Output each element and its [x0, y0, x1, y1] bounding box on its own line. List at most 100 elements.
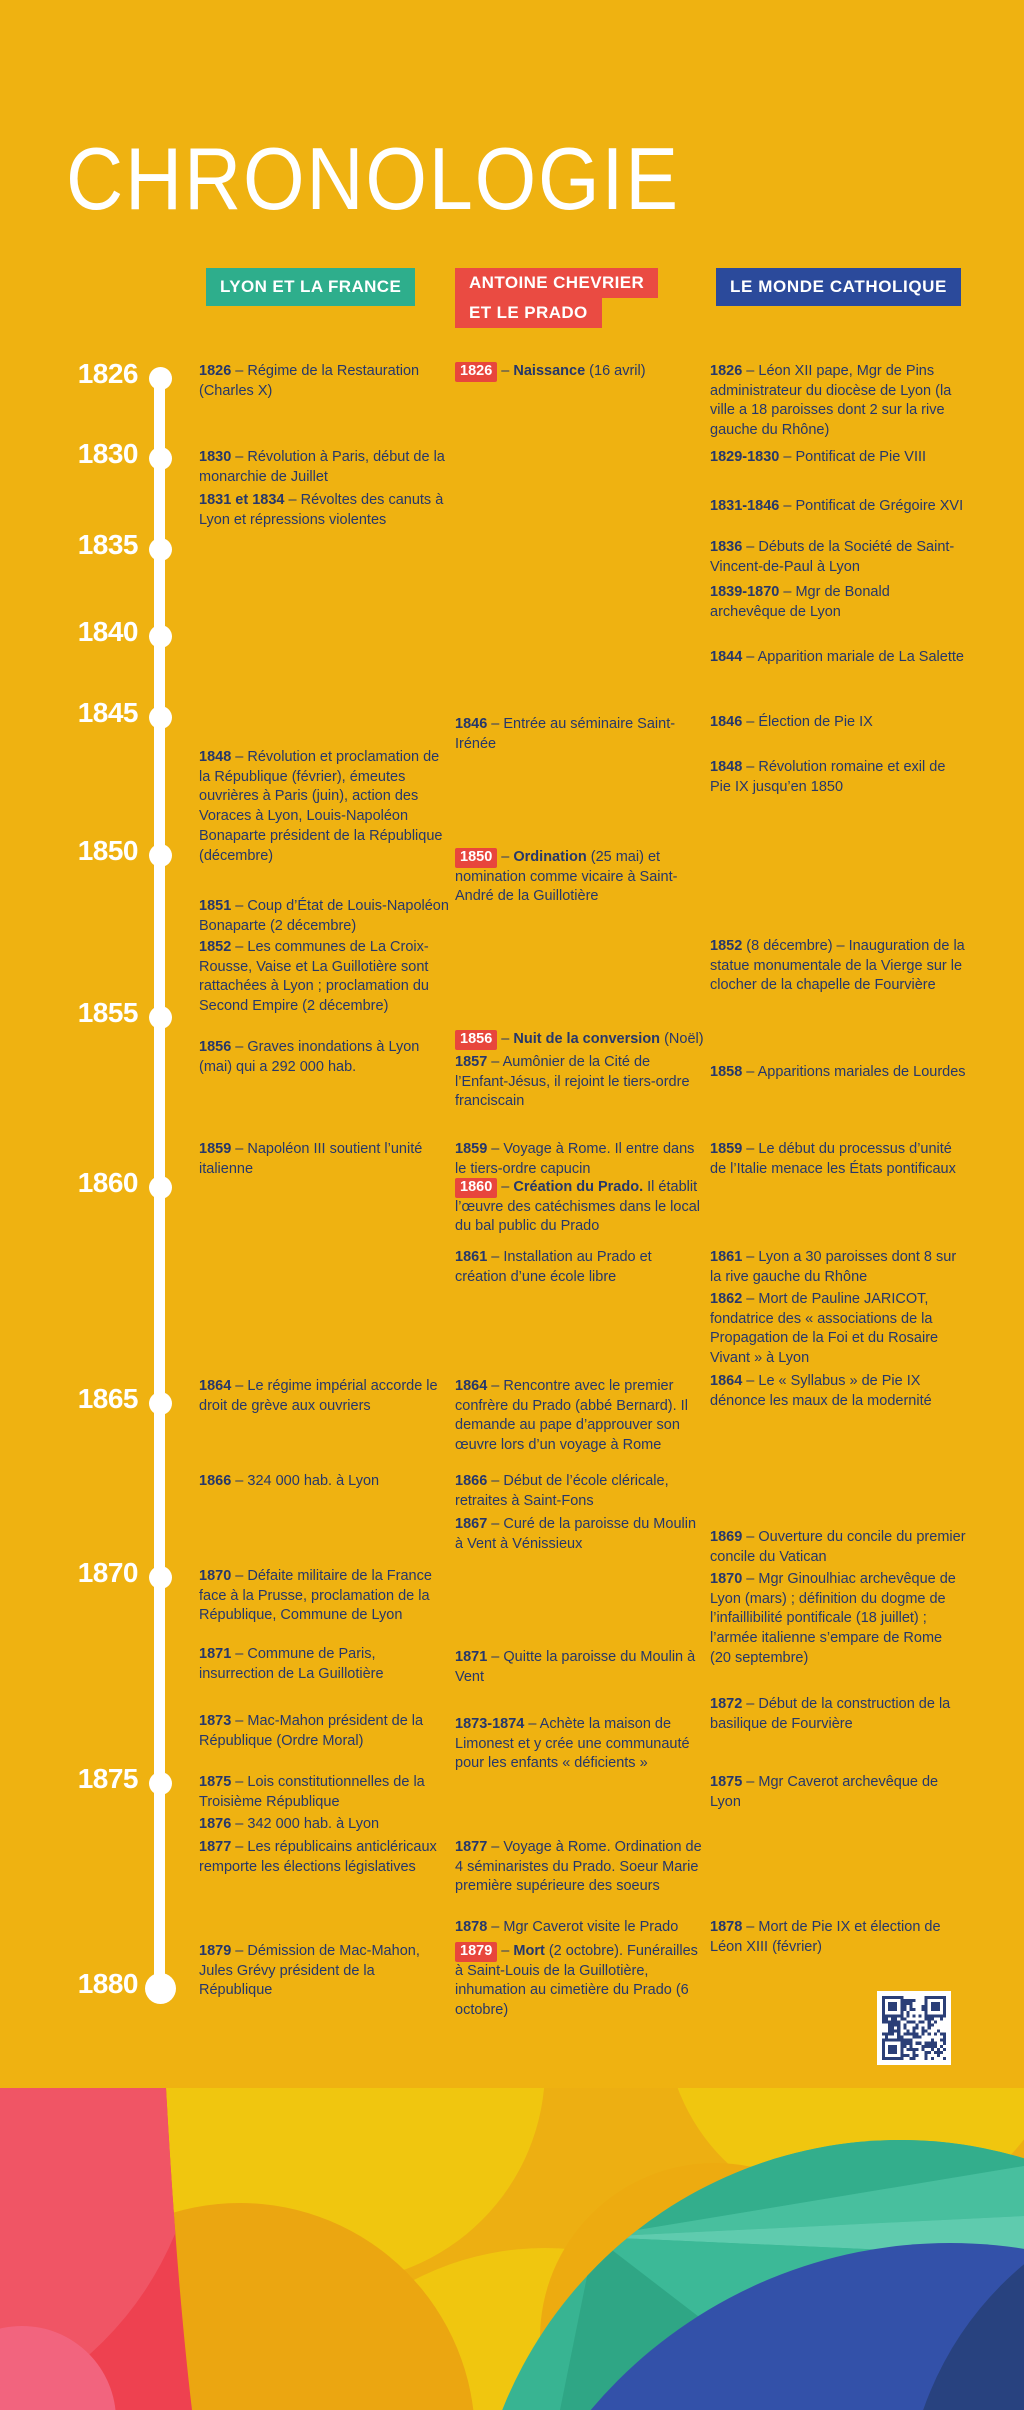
entry-year: 1872	[710, 1696, 743, 1712]
timeline-entry: 1877 – Voyage à Rome. Ordination de 4 sé…	[455, 1839, 702, 1895]
page-title: CHRONOLOGIE	[66, 129, 680, 228]
entry-year: 1871	[455, 1649, 488, 1665]
timeline-entry: 1866 – Début de l’école cléricale, retra…	[455, 1473, 669, 1509]
entry-text: Voyage à Rome. Ordination de 4 séminaris…	[455, 1839, 702, 1895]
timeline-entry: 1861 – Lyon a 30 paroisses dont 8 sur la…	[710, 1249, 957, 1285]
timeline-entry: 1856 – Graves inondations à Lyon (mai) q…	[199, 1039, 420, 1075]
timeline-entry: 1878 – Mort de Pie IX et élection de Léo…	[710, 1919, 941, 1955]
timeline-entry: 1858 – Apparitions mariales de Lourdes	[710, 1064, 966, 1080]
qr-code	[877, 1991, 951, 2065]
entry-text: Apparitions mariales de Lourdes	[757, 1064, 966, 1080]
entry-year: 1877	[199, 1839, 232, 1855]
entry-year: 1856	[199, 1039, 232, 1055]
entry-text: Léon XII pape, Mgr de Pins administrateu…	[710, 363, 952, 439]
timeline-dot	[148, 446, 172, 470]
entry-year: 1861	[710, 1249, 743, 1265]
column-header-lyon-france: LYON ET LA FRANCE	[206, 268, 416, 306]
entry-text: Lyon a 30 paroisses dont 8 sur la rive g…	[710, 1249, 957, 1285]
timeline-dot	[148, 1175, 172, 1199]
entry-text: Le régime impérial accorde le droit de g…	[199, 1378, 438, 1414]
timeline-entry: 1852 – Les communes de La Croix-Rousse, …	[199, 939, 429, 1015]
entry-year: 1878	[455, 1919, 488, 1935]
entry-year: 1829-1830	[710, 449, 780, 465]
entry-year: 1844	[710, 649, 743, 665]
timeline-entry: 1870 – Mgr Ginoulhiac archevêque de Lyon…	[710, 1571, 956, 1666]
timeline-entry: 1871 – Commune de Paris, insurrection de…	[199, 1646, 384, 1682]
year-label: 1860	[77, 1167, 139, 1198]
year-label: 1826	[77, 358, 139, 389]
entry-text: Révolution et proclamation de la Républi…	[199, 749, 443, 864]
entry-highlight: Création du Prado.	[513, 1179, 644, 1195]
entry-text: 342 000 hab. à Lyon	[247, 1816, 380, 1832]
entry-text: Démission de Mac-Mahon, Jules Grévy prés…	[199, 1943, 420, 1999]
timeline-entry: 1852 (8 décembre) – Inauguration de la s…	[710, 938, 965, 994]
timeline-entry: 1856 – Nuit de la conversion (Noël)	[455, 1030, 707, 1050]
decorative-footer-art	[0, 2088, 1024, 2410]
entry-text: Quitte la paroisse du Moulin à Vent	[455, 1649, 696, 1685]
timeline-entry: 1877 – Les républicains anticléricaux re…	[199, 1839, 437, 1875]
timeline-entry: 1870 – Défaite militaire de la France fa…	[199, 1568, 432, 1624]
entry-text: Ouverture du concile du premier concile …	[710, 1529, 966, 1565]
timeline-entry: 1866 – 324 000 hab. à Lyon	[199, 1473, 380, 1489]
timeline-entry: 1878 – Mgr Caverot visite le Prado	[455, 1919, 679, 1935]
entry-text: (Noël)	[664, 1031, 704, 1047]
entry-text: Il établit l’œuvre des catéchismes dans …	[455, 1179, 700, 1235]
year-badge: 1879	[455, 1942, 498, 1962]
timeline-entry: 1879 – Mort (2 octobre). Funérailles à S…	[455, 1942, 698, 2019]
timeline-entry: 1857 – Aumônier de la Cité de l’Enfant-J…	[455, 1054, 690, 1110]
entry-text: Napoléon III soutient l’unité italienne	[199, 1141, 423, 1177]
timeline-entry: 1848 – Révolution et proclamation de la …	[199, 749, 443, 864]
entry-text: Lois constitutionnelles de la Troisième …	[199, 1774, 425, 1810]
entry-text: Curé de la paroisse du Moulin à Vent à V…	[455, 1516, 697, 1552]
timeline-dot	[148, 1565, 172, 1589]
timeline-dot	[148, 537, 172, 561]
timeline-entry: 1844 – Apparition mariale de La Salette	[710, 649, 964, 665]
entry-text: Mgr Caverot visite le Prado	[503, 1919, 679, 1935]
year-badge: 1856	[455, 1030, 498, 1050]
entry-text: Défaite militaire de la France face à la…	[199, 1568, 432, 1624]
entry-year: 1857	[455, 1054, 488, 1070]
entry-text: Révolution romaine et exil de Pie IX jus…	[710, 759, 946, 795]
timeline-dot	[148, 366, 172, 390]
timeline-entry: 1826 – Léon XII pape, Mgr de Pins admini…	[710, 363, 952, 439]
timeline-entry: 1836 – Débuts de la Société de Saint-Vin…	[710, 539, 955, 575]
entry-year: 1864	[455, 1378, 488, 1394]
column-monde-catholique: 1826 – Léon XII pape, Mgr de Pins admini…	[710, 0, 966, 2410]
timeline-dot	[144, 1972, 176, 2004]
timeline-entry: 1869 – Ouverture du concile du premier c…	[710, 1529, 966, 1565]
timeline-entry: 1826 – Naissance (16 avril)	[455, 362, 707, 382]
entry-year: 1848	[199, 749, 232, 765]
entry-text: Les communes de La Croix-Rousse, Vaise e…	[199, 939, 429, 1015]
entry-year: 1852	[710, 938, 743, 954]
column-lyon-france: 1826 – Régime de la Restauration (Charle…	[199, 0, 449, 2410]
entry-text: Commune de Paris, insurrection de La Gui…	[199, 1646, 384, 1682]
entry-year: 1867	[455, 1516, 488, 1532]
entry-text: Pontificat de Pie VIII	[795, 449, 927, 465]
entry-year: 1839-1870	[710, 584, 780, 600]
year-label: 1840	[77, 616, 139, 647]
entry-year: 1851	[199, 898, 232, 914]
entry-text: Mgr Caverot archevêque de Lyon	[710, 1774, 939, 1810]
timeline-entry: 1875 – Mgr Caverot archevêque de Lyon	[710, 1774, 939, 1810]
timeline-entry: 1871 – Quitte la paroisse du Moulin à Ve…	[455, 1649, 696, 1685]
entry-year: 1852	[199, 939, 232, 955]
entry-text: Voyage à Rome. Il entre dans le tiers-or…	[455, 1141, 695, 1177]
entry-highlight: Nuit de la conversion	[513, 1031, 661, 1047]
entry-text: Mgr de Bonald archevêque de Lyon	[710, 584, 890, 620]
timeline-dot	[148, 843, 172, 867]
timeline-entry: 1861 – Installation au Prado et création…	[455, 1249, 652, 1285]
entry-year: 1848	[710, 759, 743, 775]
entry-text: Rencontre avec le premier confrère du Pr…	[455, 1378, 688, 1454]
timeline-dot	[148, 1005, 172, 1029]
year-label: 1870	[77, 1557, 139, 1588]
timeline-entry: 1867 – Curé de la paroisse du Moulin à V…	[455, 1516, 697, 1552]
timeline-dot	[148, 705, 172, 729]
timeline-entry: 1872 – Début de la construction de la ba…	[710, 1696, 951, 1732]
entry-text: Le « Syllabus » de Pie IX dénonce les ma…	[710, 1373, 932, 1409]
entry-text: Achète la maison de Limonest et y crée u…	[455, 1716, 690, 1772]
year-label: 1880	[77, 1968, 139, 1999]
entry-year: 1859	[710, 1141, 743, 1157]
timeline-entry: 1859 – Voyage à Rome. Il entre dans le t…	[455, 1141, 695, 1177]
column-header-line-1: ANTOINE CHEVRIER	[455, 268, 659, 298]
entry-text: Coup d’État de Louis-Napoléon Bonaparte …	[199, 898, 449, 934]
